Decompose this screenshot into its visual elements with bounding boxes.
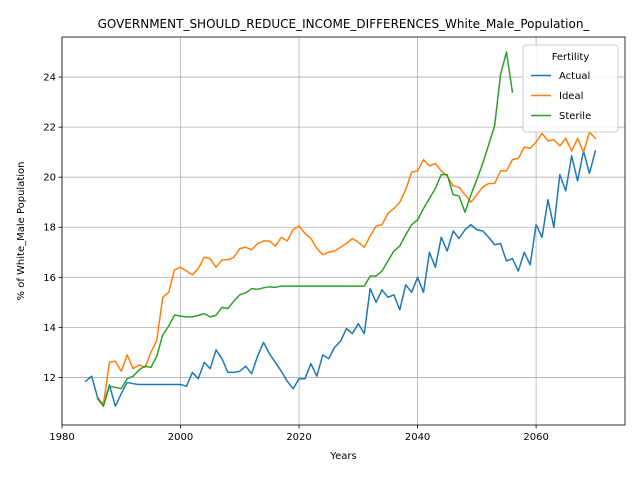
series-line-actual [84,149,597,407]
plot-frame [61,36,626,426]
y-tick-label: 12 [43,373,56,384]
x-tick-label: 2020 [286,432,311,443]
y-tick-label: 14 [43,323,56,334]
y-tick-label: 20 [43,173,56,184]
series-line-ideal [96,131,597,405]
y-tick-label: 18 [43,223,56,234]
x-tick-label: 2000 [168,432,193,443]
legend: Fertility Actual Ideal Sterile [522,44,619,133]
x-axis-label: Years [329,451,356,462]
series-line-sterile [96,51,514,407]
y-axis: 12 14 16 18 20 22 24 [43,73,62,384]
y-tick-label: 24 [43,73,56,84]
x-tick-label: 2060 [523,432,548,443]
y-axis-label: % of White_Male Population [16,162,27,301]
legend-box [522,44,619,133]
legend-label-sterile: Sterile [559,111,591,122]
y-tick-label: 22 [43,123,56,134]
series-layer [84,51,597,407]
x-tick-label: 2040 [405,432,430,443]
legend-title: Fertility [552,52,590,63]
chart-title: GOVERNMENT_SHOULD_REDUCE_INCOME_DIFFEREN… [98,17,591,31]
y-tick-label: 16 [43,273,56,284]
x-tick-label: 1980 [49,432,74,443]
legend-label-ideal: Ideal [559,91,583,102]
legend-label-actual: Actual [559,71,590,82]
x-axis: 1980 2000 2020 2040 2060 [49,425,549,443]
